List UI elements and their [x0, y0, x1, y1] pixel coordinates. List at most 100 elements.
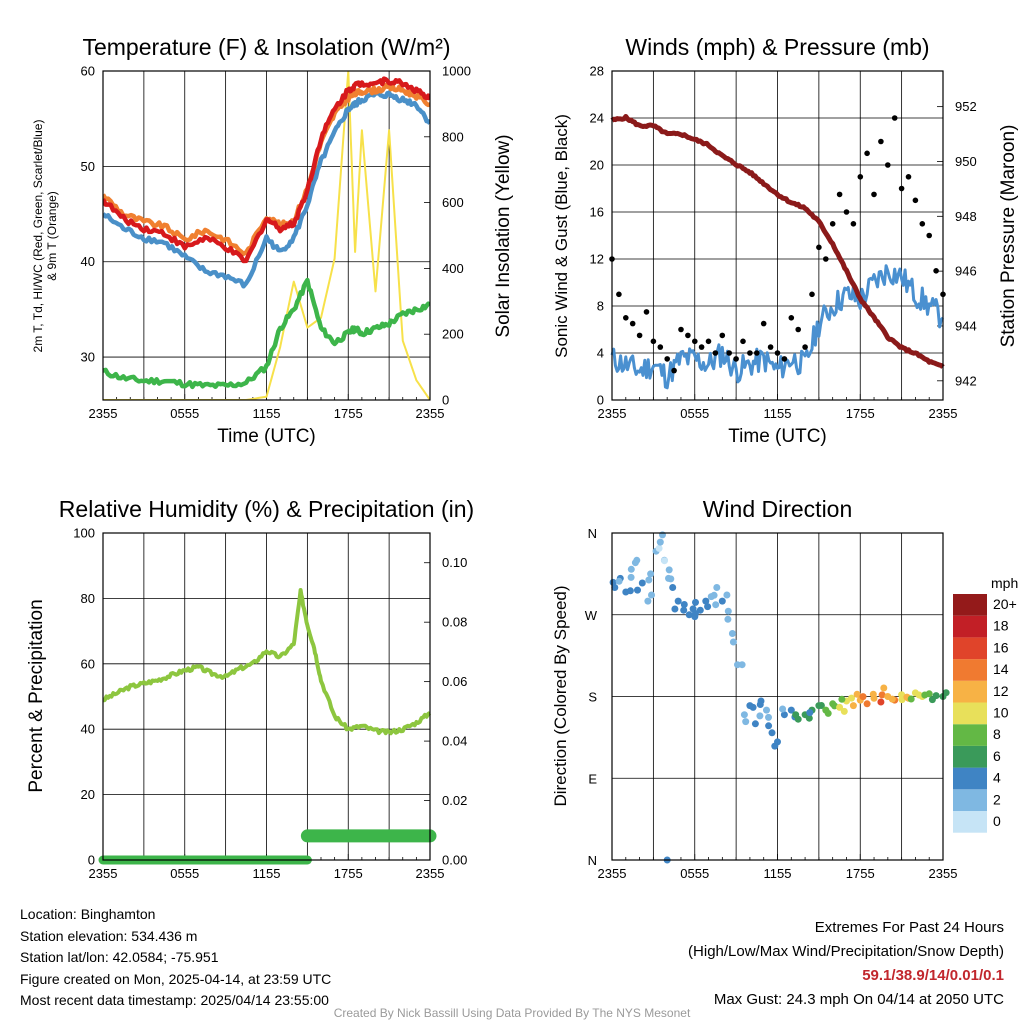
series-line-rh: [102, 588, 432, 736]
gust-point: [664, 356, 670, 362]
direction-point: [859, 693, 867, 701]
legend-label: 18: [993, 618, 1009, 634]
y-axis-label-line2: & 9m T (Orange): [45, 191, 59, 281]
y-tick-label: 12: [590, 252, 604, 267]
direction-point: [751, 720, 759, 728]
x-tick-label: 2355: [89, 866, 118, 881]
y-tick-label: 24: [590, 111, 604, 126]
y-axis-label: Percent & Precipitation: [26, 599, 47, 792]
direction-point: [723, 591, 731, 599]
right-tick-label: 0.10: [442, 555, 467, 570]
x-tick-label: 1155: [764, 866, 792, 881]
y-tick-label: 30: [81, 350, 95, 365]
gust-point: [719, 332, 726, 339]
figure-credit: Created By Nick Bassill Using Data Provi…: [333, 1006, 691, 1020]
y-axis-label: 2m T, Td, HI/WC (Red, Green, Scarlet/Blu…: [31, 120, 45, 353]
right-tick-label: 948: [955, 209, 977, 224]
direction-point: [780, 711, 788, 719]
x-tick-label: 0555: [170, 406, 199, 421]
direction-point: [817, 702, 825, 709]
extremes-title: Extremes For Past 24 Hours: [814, 919, 1004, 936]
extremes-subtitle: (High/Low/Max Wind/Precipitation/Snow De…: [688, 943, 1004, 960]
y-tick-label: 40: [81, 722, 95, 737]
y-tick-label: 0: [88, 853, 95, 868]
station-latlon: Station lat/lon: 42.0584; -75.951: [20, 949, 219, 965]
direction-point: [680, 606, 688, 614]
direction-point: [756, 701, 764, 708]
direction-point: [771, 742, 779, 750]
right-tick-label: 1000: [442, 64, 471, 79]
legend-swatch: [953, 702, 987, 725]
station-info: Location: Binghamton Station elevation: …: [20, 904, 331, 1012]
direction-point: [685, 611, 693, 619]
y-tick-label: 4: [597, 346, 604, 361]
direction-point: [615, 577, 623, 585]
gust-point: [726, 350, 732, 356]
series-line-pressure: [610, 114, 945, 369]
right-tick-label: 946: [955, 264, 977, 279]
legend-swatch: [953, 789, 987, 811]
gust-point: [733, 356, 739, 362]
direction-point: [647, 570, 655, 578]
right-tick-label: 0.02: [442, 793, 467, 808]
direction-point: [880, 684, 888, 692]
direction-point: [849, 702, 857, 710]
y-tick-label: E: [588, 771, 597, 786]
direction-point: [740, 711, 748, 719]
direction-point: [648, 591, 655, 599]
direction-point: [669, 584, 677, 591]
x-tick-label: 1155: [764, 406, 792, 421]
x-tick-label: 0555: [170, 866, 199, 881]
direction-point: [674, 597, 682, 605]
direction-point: [805, 714, 813, 722]
gust-point: [926, 232, 932, 239]
right-tick-label: 0.06: [442, 674, 467, 689]
gust-point: [933, 268, 939, 274]
legend-label: 14: [993, 661, 1009, 677]
direction-point: [840, 707, 848, 715]
direction-point: [779, 705, 787, 713]
legend-swatch: [953, 659, 987, 681]
wind-pressure-panel: 2355 0555 1155 1755 2355 Winds (mph) & Pressu…: [552, 34, 1019, 447]
wind-direction-panel: 2355 0555 1155 1755 2355 Wind Direction N E S W N D…: [551, 496, 1018, 881]
y-tick-label: 80: [81, 591, 95, 606]
x-tick-label: 2355: [929, 406, 958, 421]
direction-point: [878, 691, 886, 699]
gust-point: [864, 150, 870, 157]
gust-point: [829, 221, 836, 227]
direction-point: [702, 597, 710, 605]
plot-border: [611, 70, 944, 401]
right-axis-label: Solar Insolation (Yellow): [493, 134, 514, 337]
direction-point: [627, 565, 635, 573]
legend-swatch: [953, 811, 987, 833]
legend-label: 10: [993, 705, 1009, 721]
x-tick-label: 2355: [929, 866, 958, 881]
x-tick-label: 0555: [680, 406, 709, 421]
x-axis-label: Time (UTC): [217, 426, 316, 447]
x-tick-label: 1755: [334, 406, 363, 421]
gust-point: [823, 256, 829, 262]
extremes-values: 59.1/38.9/14/0.01/0.1: [862, 967, 1004, 984]
legend-label: 20+: [993, 596, 1017, 612]
direction-point: [915, 691, 923, 699]
gust-point: [781, 356, 788, 362]
right-tick-label: 800: [442, 129, 464, 144]
gust-point: [754, 350, 760, 356]
x-tick-label: 2355: [598, 866, 627, 881]
direction-point: [645, 576, 653, 584]
gust-point: [623, 315, 629, 321]
direction-point: [724, 615, 732, 623]
direction-point: [696, 606, 704, 614]
panel-title: Winds (mph) & Pressure (mb): [625, 34, 929, 60]
direction-point: [869, 690, 877, 698]
gust-point: [747, 350, 753, 356]
gust-point: [698, 344, 705, 350]
station-elevation: Station elevation: 534.436 m: [20, 927, 198, 944]
direction-point: [680, 601, 688, 608]
gust-point: [705, 338, 712, 345]
legend-swatch: [953, 680, 987, 703]
figure-created: Figure created on Mon, 2025-04-14, at 23…: [20, 970, 332, 987]
direction-point: [763, 706, 770, 714]
legend-label: 2: [993, 791, 1001, 807]
